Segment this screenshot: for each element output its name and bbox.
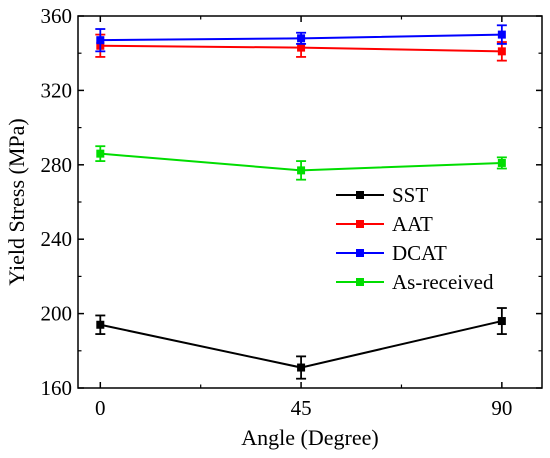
legend: SST AAT DCAT As-received (336, 183, 494, 294)
data-point (96, 320, 105, 329)
x-axis-title: Angle (Degree) (241, 425, 378, 450)
data-point (96, 149, 105, 158)
series-as-received (95, 145, 507, 181)
legend-label: As-received (392, 270, 494, 294)
legend-swatch-marker (356, 249, 364, 257)
data-point (297, 166, 306, 175)
y-tick-label: 320 (41, 78, 73, 102)
y-tick-label: 360 (41, 4, 73, 28)
y-tick-label: 240 (41, 227, 73, 251)
series-sst (95, 307, 507, 380)
legend-label: SST (392, 183, 428, 207)
data-point (497, 30, 506, 39)
x-tick-label: 45 (291, 396, 312, 420)
legend-swatch-marker (356, 278, 364, 286)
legend-swatch-marker (356, 220, 364, 228)
series-layer (95, 24, 507, 380)
y-tick-label: 160 (41, 376, 73, 400)
x-tick-label: 0 (95, 396, 106, 420)
series-dcat (95, 24, 507, 53)
y-tick-label: 200 (41, 302, 73, 326)
legend-label: DCAT (392, 241, 447, 265)
axis-ticks: 160 200 240 280 320 360 0 45 90 (41, 4, 542, 420)
data-point (297, 363, 306, 372)
data-point (497, 317, 506, 326)
y-tick-label: 280 (41, 153, 73, 177)
data-point (297, 43, 306, 52)
y-axis-title: Yield Stress (MPa) (4, 118, 29, 285)
data-point (497, 47, 506, 56)
data-point (96, 36, 105, 45)
x-tick-label: 90 (491, 396, 512, 420)
legend-label: AAT (392, 212, 433, 236)
plot-frame (77, 15, 543, 389)
legend-swatch-marker (356, 191, 364, 199)
data-point (497, 158, 506, 167)
data-point (297, 34, 306, 43)
